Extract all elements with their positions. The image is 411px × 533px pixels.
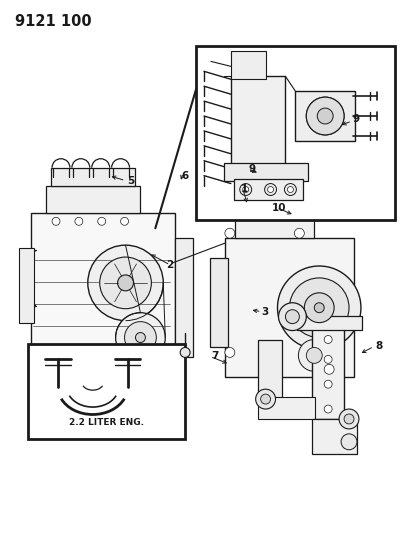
Circle shape [225, 348, 235, 358]
Bar [298, 316, 362, 329]
Text: 6: 6 [182, 171, 189, 181]
Bar [36, 377, 170, 395]
Bar [233, 171, 258, 189]
Bar [31, 213, 175, 377]
Circle shape [225, 228, 235, 238]
Text: 2: 2 [166, 260, 174, 270]
Circle shape [256, 389, 275, 409]
Bar [235, 204, 314, 238]
Circle shape [118, 275, 134, 291]
Text: 5: 5 [127, 175, 134, 185]
Circle shape [314, 303, 324, 313]
Bar [224, 163, 308, 181]
Circle shape [306, 348, 322, 364]
Circle shape [344, 414, 354, 424]
Bar [51, 168, 136, 185]
Text: 8: 8 [375, 342, 383, 351]
Bar [231, 52, 266, 79]
Circle shape [105, 365, 113, 373]
Circle shape [125, 321, 156, 353]
Text: 9121 100: 9121 100 [15, 14, 92, 29]
Text: 2.2 LITER ENG.: 2.2 LITER ENG. [69, 418, 144, 427]
Bar [196, 46, 395, 220]
Text: 10: 10 [272, 204, 287, 213]
Circle shape [277, 266, 361, 350]
Circle shape [88, 245, 163, 321]
Circle shape [304, 293, 334, 322]
Circle shape [341, 434, 357, 450]
Circle shape [265, 183, 277, 196]
Circle shape [75, 365, 83, 373]
Circle shape [268, 187, 274, 192]
Bar [312, 419, 357, 454]
Circle shape [239, 171, 251, 183]
Circle shape [75, 217, 83, 225]
Bar [296, 91, 355, 141]
Bar [234, 179, 303, 200]
Bar [46, 185, 141, 213]
Circle shape [324, 365, 334, 374]
Circle shape [45, 365, 53, 373]
Circle shape [307, 172, 317, 182]
Bar [258, 340, 282, 399]
Bar [258, 397, 315, 419]
Bar [28, 344, 185, 439]
Circle shape [324, 336, 332, 343]
Bar [19, 248, 34, 322]
Bar [175, 238, 193, 358]
Circle shape [287, 187, 293, 192]
Circle shape [324, 356, 332, 364]
Text: 3: 3 [261, 306, 268, 317]
Bar [312, 325, 344, 419]
Circle shape [306, 97, 344, 135]
Circle shape [284, 183, 296, 196]
Circle shape [298, 340, 330, 372]
Circle shape [243, 187, 249, 192]
Circle shape [136, 333, 145, 343]
Circle shape [339, 409, 359, 429]
Bar [225, 238, 354, 377]
Circle shape [120, 217, 129, 225]
Bar [231, 76, 286, 166]
Circle shape [240, 183, 252, 196]
Circle shape [100, 257, 151, 309]
Text: 1: 1 [241, 183, 248, 193]
Circle shape [294, 228, 304, 238]
Bar [210, 258, 228, 348]
Circle shape [115, 313, 165, 362]
Bar [240, 189, 299, 204]
Circle shape [52, 217, 60, 225]
Text: 9: 9 [248, 164, 255, 174]
Circle shape [286, 310, 299, 324]
Circle shape [261, 394, 270, 404]
Text: 9: 9 [352, 114, 360, 124]
Circle shape [289, 278, 349, 337]
Circle shape [279, 303, 306, 330]
Circle shape [324, 405, 332, 413]
Circle shape [98, 217, 106, 225]
Circle shape [324, 380, 332, 388]
Circle shape [180, 348, 190, 358]
Circle shape [317, 108, 333, 124]
Text: 7: 7 [211, 351, 219, 361]
